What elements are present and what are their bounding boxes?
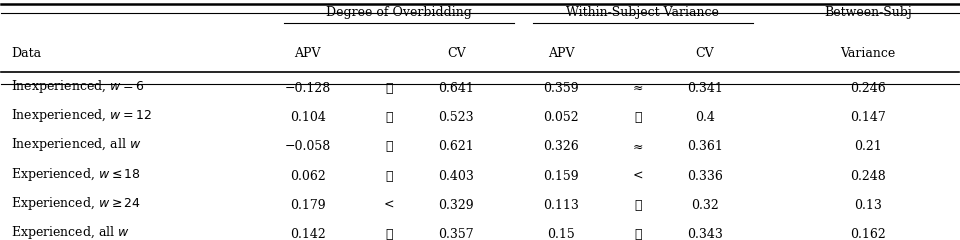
Text: 0.329: 0.329 <box>439 199 474 212</box>
Text: Degree of Overbidding: Degree of Overbidding <box>325 6 471 19</box>
Text: 0.32: 0.32 <box>691 199 719 212</box>
Text: 0.062: 0.062 <box>290 170 325 183</box>
Text: −0.058: −0.058 <box>284 140 331 153</box>
Text: ≪: ≪ <box>385 82 393 95</box>
Text: Variance: Variance <box>840 47 896 60</box>
Text: 0.336: 0.336 <box>687 170 723 183</box>
Text: ≪: ≪ <box>635 111 641 124</box>
Text: Experienced, $w \leq 18$: Experienced, $w \leq 18$ <box>11 166 141 183</box>
Text: −0.128: −0.128 <box>284 82 331 95</box>
Text: 0.142: 0.142 <box>290 228 325 240</box>
Text: 0.361: 0.361 <box>687 140 723 153</box>
Text: 0.147: 0.147 <box>850 111 885 124</box>
Text: ≈: ≈ <box>633 82 643 95</box>
Text: 0.13: 0.13 <box>853 199 881 212</box>
Text: 0.403: 0.403 <box>438 170 474 183</box>
Text: 0.15: 0.15 <box>547 228 575 240</box>
Text: Inexperienced, all $w$: Inexperienced, all $w$ <box>11 136 141 153</box>
Text: 0.641: 0.641 <box>438 82 474 95</box>
Text: 0.523: 0.523 <box>439 111 474 124</box>
Text: 0.162: 0.162 <box>850 228 885 240</box>
Text: 0.4: 0.4 <box>695 111 715 124</box>
Text: 0.052: 0.052 <box>543 111 579 124</box>
Text: Data: Data <box>11 47 41 60</box>
Text: ≪: ≪ <box>635 228 641 240</box>
Text: 0.357: 0.357 <box>439 228 474 240</box>
Text: 0.246: 0.246 <box>850 82 885 95</box>
Text: ≪: ≪ <box>385 228 393 240</box>
Text: 0.179: 0.179 <box>290 199 325 212</box>
Text: 0.359: 0.359 <box>543 82 579 95</box>
Text: ≪: ≪ <box>385 111 393 124</box>
Text: CV: CV <box>446 47 466 60</box>
Text: ≈: ≈ <box>633 140 643 153</box>
Text: 0.21: 0.21 <box>853 140 881 153</box>
Text: Within-Subject Variance: Within-Subject Variance <box>566 6 719 19</box>
Text: <: < <box>384 199 395 212</box>
Text: Inexperienced, $w = 12$: Inexperienced, $w = 12$ <box>11 107 152 124</box>
Text: 0.621: 0.621 <box>438 140 474 153</box>
Text: 0.326: 0.326 <box>543 140 579 153</box>
Text: APV: APV <box>295 47 321 60</box>
Text: Inexperienced, $w = 6$: Inexperienced, $w = 6$ <box>11 78 144 95</box>
Text: <: < <box>633 170 643 183</box>
Text: ≪: ≪ <box>385 140 393 153</box>
Text: 0.248: 0.248 <box>850 170 885 183</box>
Text: 0.343: 0.343 <box>687 228 723 240</box>
Text: Experienced, $w \geq 24$: Experienced, $w \geq 24$ <box>11 195 141 212</box>
Text: 0.341: 0.341 <box>687 82 723 95</box>
Text: Between-Subj: Between-Subj <box>824 6 912 19</box>
Text: ≪: ≪ <box>385 170 393 183</box>
Text: ≪: ≪ <box>635 199 641 212</box>
Text: 0.113: 0.113 <box>543 199 579 212</box>
Text: 0.104: 0.104 <box>290 111 325 124</box>
Text: CV: CV <box>696 47 714 60</box>
Text: APV: APV <box>548 47 575 60</box>
Text: Experienced, all $w$: Experienced, all $w$ <box>11 224 130 240</box>
Text: 0.159: 0.159 <box>543 170 579 183</box>
